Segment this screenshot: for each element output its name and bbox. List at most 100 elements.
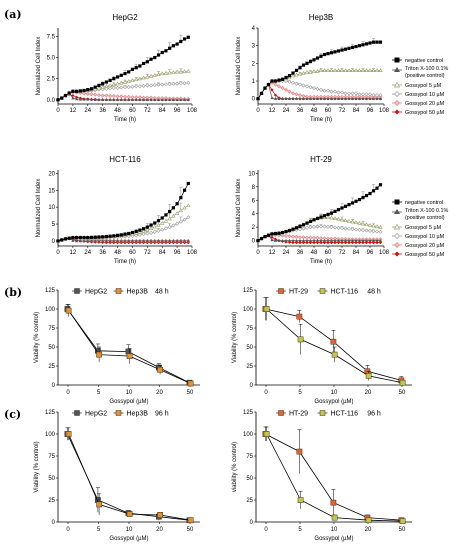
data-point xyxy=(284,75,288,80)
y-tick-label: 100 xyxy=(243,307,254,313)
series-line xyxy=(68,433,191,521)
data-point xyxy=(175,221,180,226)
x-tick-label: 0 xyxy=(264,527,268,533)
data-point xyxy=(312,58,316,62)
data-point xyxy=(360,68,366,72)
data-point xyxy=(294,81,299,86)
data-point xyxy=(343,91,348,96)
data-point xyxy=(178,219,183,224)
legend-item-g5: Gossypol 5 µM xyxy=(392,223,442,231)
viability-chart: 0 25 50 75 100 125 0 5 10 20 50 Gossypol (µM) Viabil… xyxy=(34,288,200,405)
x-tick-label: 20 xyxy=(365,390,372,396)
data-point xyxy=(123,232,127,236)
data-point xyxy=(171,44,175,48)
data-point xyxy=(326,212,330,216)
data-point xyxy=(364,239,369,242)
data-point xyxy=(297,71,303,76)
chart-title: HCT-116 xyxy=(109,155,141,164)
y-tick-label: 0.0 xyxy=(47,98,56,104)
data-point xyxy=(186,215,191,220)
data-point xyxy=(263,431,270,437)
data-point xyxy=(336,90,341,95)
data-point xyxy=(298,239,302,242)
data-point xyxy=(145,231,150,236)
data-point xyxy=(171,239,175,243)
y-tick-label: 1 xyxy=(252,79,256,85)
data-point xyxy=(168,98,172,102)
data-point xyxy=(171,81,176,86)
data-point xyxy=(371,97,376,100)
data-point xyxy=(357,197,362,202)
data-point xyxy=(290,80,296,85)
data-point xyxy=(137,84,142,89)
panel-label-c: (c) xyxy=(4,408,21,421)
data-point xyxy=(153,55,157,60)
data-point xyxy=(304,235,310,240)
data-point xyxy=(145,74,150,79)
legend-label: HepG2 xyxy=(85,411,107,418)
data-point xyxy=(119,98,123,102)
data-point xyxy=(175,202,179,206)
data-point xyxy=(350,201,355,205)
x-tick-label: 0 xyxy=(66,527,70,533)
y-axis-title: Normalized Cell Index xyxy=(236,179,242,238)
data-point xyxy=(78,97,82,101)
data-point xyxy=(350,97,355,100)
data-point xyxy=(305,61,309,65)
data-point xyxy=(130,78,135,82)
data-point xyxy=(308,69,313,74)
data-point xyxy=(360,92,366,97)
data-point xyxy=(119,85,124,90)
y-tick-label: 125 xyxy=(243,410,254,416)
data-point xyxy=(127,239,131,243)
data-point xyxy=(86,239,90,243)
data-point xyxy=(357,239,362,242)
data-point xyxy=(138,98,142,102)
data-point xyxy=(332,89,338,94)
data-point xyxy=(130,98,135,102)
legend-label: HT-29 xyxy=(289,289,308,296)
data-point xyxy=(301,239,306,242)
data-point xyxy=(153,239,157,243)
data-point xyxy=(367,92,373,97)
x-tick-label: 0 xyxy=(264,390,268,396)
data-point xyxy=(93,235,97,239)
legend-label-negative: negative control xyxy=(405,58,443,64)
data-point xyxy=(119,239,123,243)
legend-item-negative: negative control xyxy=(392,57,443,64)
data-point xyxy=(343,218,348,223)
data-point xyxy=(89,97,94,101)
data-point xyxy=(308,225,313,230)
data-point xyxy=(122,85,128,90)
data-point xyxy=(93,85,97,89)
data-point xyxy=(138,64,142,68)
data-point xyxy=(375,239,379,242)
y-tick-label: 5.0 xyxy=(47,56,56,62)
data-point xyxy=(171,213,176,218)
x-tick-label: 12 xyxy=(70,250,77,256)
data-point xyxy=(298,224,302,229)
data-point xyxy=(322,88,327,93)
legend-label-triton-sub: (positive control) xyxy=(405,73,445,79)
x-tick-label: 96 xyxy=(367,250,374,256)
data-point xyxy=(104,234,108,239)
x-tick-label: 0 xyxy=(66,390,70,396)
data-point xyxy=(304,84,310,89)
data-point xyxy=(350,227,355,232)
data-point xyxy=(266,82,271,87)
data-point xyxy=(137,232,142,237)
series-line xyxy=(57,70,189,101)
data-point xyxy=(65,431,72,437)
legend-label-negative: negative control xyxy=(405,200,443,206)
x-tick-label: 5 xyxy=(97,527,101,533)
series-line xyxy=(67,433,190,521)
y-tick-label: 15 xyxy=(48,188,55,194)
data-point xyxy=(297,82,303,87)
data-point xyxy=(287,79,292,84)
data-point xyxy=(304,69,310,74)
data-point xyxy=(315,224,320,229)
data-point xyxy=(350,91,355,96)
data-point xyxy=(153,221,157,225)
data-point xyxy=(270,88,274,92)
data-point xyxy=(126,78,131,83)
